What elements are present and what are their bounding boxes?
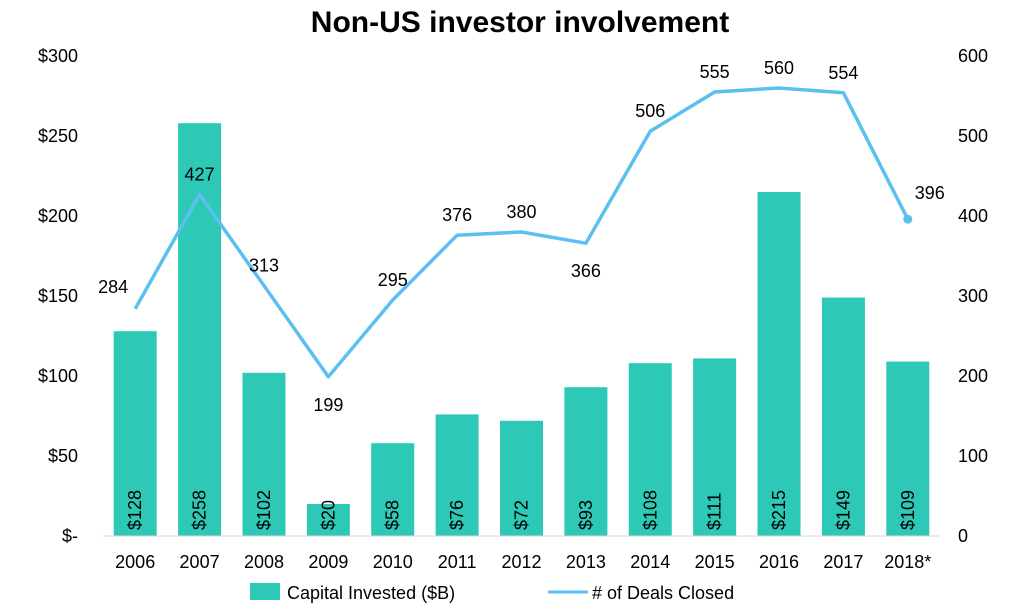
deals-line bbox=[133, 86, 910, 379]
bar-2006 bbox=[113, 331, 157, 536]
bar-value-label: $215 bbox=[769, 490, 789, 530]
bar-value-label: $76 bbox=[447, 500, 467, 530]
x-axis-tick-label: 2011 bbox=[438, 552, 477, 572]
bar-2018* bbox=[886, 361, 930, 536]
left-axis-tick-label: $100 bbox=[38, 366, 78, 386]
x-axis: 2006 2007 2008 2009 2010 2011 2012 2013 2014 2015… bbox=[103, 535, 940, 572]
bar-2012 bbox=[500, 420, 543, 536]
left-axis-tick-label: $- bbox=[62, 526, 78, 546]
left-axis: $- $50 $100 $150 $200 $250 $300 bbox=[38, 46, 78, 546]
right-axis-tick-label: 400 bbox=[958, 206, 988, 226]
x-axis-tick-label: 2007 bbox=[180, 552, 220, 572]
deals-value-label: 396 bbox=[915, 183, 945, 203]
bar-value-label: $258 bbox=[190, 490, 210, 530]
left-axis-tick-label: $150 bbox=[38, 286, 78, 306]
deals-value-label: 555 bbox=[700, 62, 730, 82]
legend-label-deals: # of Deals Closed bbox=[592, 583, 734, 603]
bar-2007 bbox=[178, 123, 222, 536]
legend-swatch-capital bbox=[250, 583, 280, 600]
bar-value-label: $149 bbox=[833, 490, 853, 530]
x-axis-tick-label: 2008 bbox=[244, 552, 284, 572]
deals-value-label: 427 bbox=[185, 164, 215, 184]
left-axis-tick-label: $50 bbox=[48, 446, 78, 466]
deals-value-label: 295 bbox=[378, 270, 408, 290]
right-axis-tick-label: 0 bbox=[958, 526, 968, 546]
bar-value-label: $109 bbox=[898, 490, 918, 530]
x-axis-tick-label: 2016 bbox=[759, 552, 799, 572]
bar-2015 bbox=[693, 358, 737, 536]
deals-value-label: 506 bbox=[635, 101, 665, 121]
bar-2017 bbox=[821, 297, 865, 536]
bar-value-label: $58 bbox=[383, 500, 403, 530]
x-axis-tick-label: 2015 bbox=[695, 552, 735, 572]
legend-label-capital: Capital Invested ($B) bbox=[287, 583, 455, 603]
x-axis-tick-label: 2017 bbox=[823, 552, 863, 572]
right-axis-tick-label: 200 bbox=[958, 366, 988, 386]
bar-value-label: $108 bbox=[640, 490, 660, 530]
right-axis-tick-label: 600 bbox=[958, 46, 988, 66]
x-axis-tick-label: 2009 bbox=[308, 552, 348, 572]
deals-value-label: 376 bbox=[442, 205, 472, 225]
bar-value-label: $102 bbox=[254, 490, 274, 530]
left-axis-tick-label: $250 bbox=[38, 126, 78, 146]
bar-value-label: $20 bbox=[318, 500, 338, 530]
x-axis-tick-label: 2018* bbox=[884, 552, 931, 572]
bar-value-label: $128 bbox=[125, 490, 145, 530]
x-axis-tick-label: 2010 bbox=[373, 552, 413, 572]
bar-value-label: $111 bbox=[705, 493, 725, 530]
bar-2008 bbox=[242, 372, 286, 536]
deals-value-label: 313 bbox=[249, 256, 279, 276]
x-axis-tick-label: 2012 bbox=[501, 552, 541, 572]
chart-title: Non-US investor involvement bbox=[311, 6, 729, 39]
x-axis-tick-label: 2006 bbox=[115, 552, 155, 572]
deals-value-label: 380 bbox=[506, 202, 536, 222]
deals-line-end-marker bbox=[903, 214, 913, 224]
bar-2009 bbox=[306, 504, 350, 536]
left-axis-tick-label: $200 bbox=[38, 206, 78, 226]
bar-series: $128 $258 $102 $20 $58 $76 $72 $93 $108 $111 $215 $… bbox=[113, 123, 930, 536]
bar-value-label: $93 bbox=[576, 500, 596, 530]
deals-value-label: 284 bbox=[98, 277, 128, 297]
bar-value-label: $72 bbox=[512, 500, 532, 530]
right-axis-tick-label: 500 bbox=[958, 126, 988, 146]
legend: Capital Invested ($B) # of Deals Closed bbox=[250, 583, 734, 603]
deals-value-label: 199 bbox=[313, 395, 343, 415]
deals-value-label: 366 bbox=[571, 261, 601, 281]
deals-value-label: 560 bbox=[764, 58, 794, 78]
x-axis-tick-label: 2013 bbox=[566, 552, 606, 572]
bar-2013 bbox=[564, 387, 608, 536]
bar-2014 bbox=[628, 363, 672, 536]
bar-2011 bbox=[435, 414, 479, 536]
right-axis-tick-label: 100 bbox=[958, 446, 988, 466]
right-axis: 0 100 200 300 400 500 600 bbox=[958, 46, 988, 546]
line-series: 284 427 313 199 295 376 380 366 506 555 560 554 396 bbox=[98, 58, 945, 415]
right-axis-tick-label: 300 bbox=[958, 286, 988, 306]
bar-2010 bbox=[371, 443, 415, 536]
bar-2016 bbox=[757, 192, 801, 536]
left-axis-tick-label: $300 bbox=[38, 46, 78, 66]
deals-value-label: 554 bbox=[828, 63, 858, 83]
x-axis-tick-label: 2014 bbox=[630, 552, 670, 572]
